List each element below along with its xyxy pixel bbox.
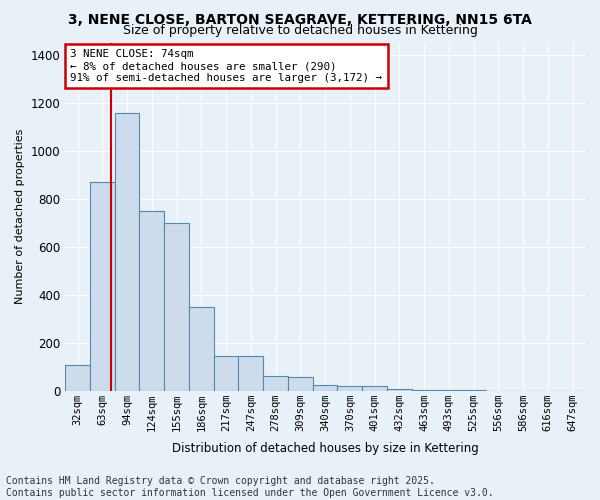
Text: Size of property relative to detached houses in Kettering: Size of property relative to detached ho… [122, 24, 478, 37]
Bar [214, 356, 238, 390]
Y-axis label: Number of detached properties: Number of detached properties [15, 129, 25, 304]
Text: 3, NENE CLOSE, BARTON SEAGRAVE, KETTERING, NN15 6TA: 3, NENE CLOSE, BARTON SEAGRAVE, KETTERIN… [68, 12, 532, 26]
Bar [288, 378, 313, 390]
Bar [313, 384, 337, 390]
Bar [90, 182, 115, 390]
Bar [362, 386, 387, 390]
Bar [115, 114, 139, 390]
Bar [238, 356, 263, 390]
Bar [139, 210, 164, 390]
Bar [164, 222, 189, 390]
Bar [189, 306, 214, 390]
Bar [263, 376, 288, 390]
Text: 3 NENE CLOSE: 74sqm
← 8% of detached houses are smaller (290)
91% of semi-detach: 3 NENE CLOSE: 74sqm ← 8% of detached hou… [70, 50, 382, 82]
Bar [337, 386, 362, 390]
X-axis label: Distribution of detached houses by size in Kettering: Distribution of detached houses by size … [172, 442, 478, 455]
Bar [65, 366, 90, 390]
Text: Contains HM Land Registry data © Crown copyright and database right 2025.
Contai: Contains HM Land Registry data © Crown c… [6, 476, 494, 498]
